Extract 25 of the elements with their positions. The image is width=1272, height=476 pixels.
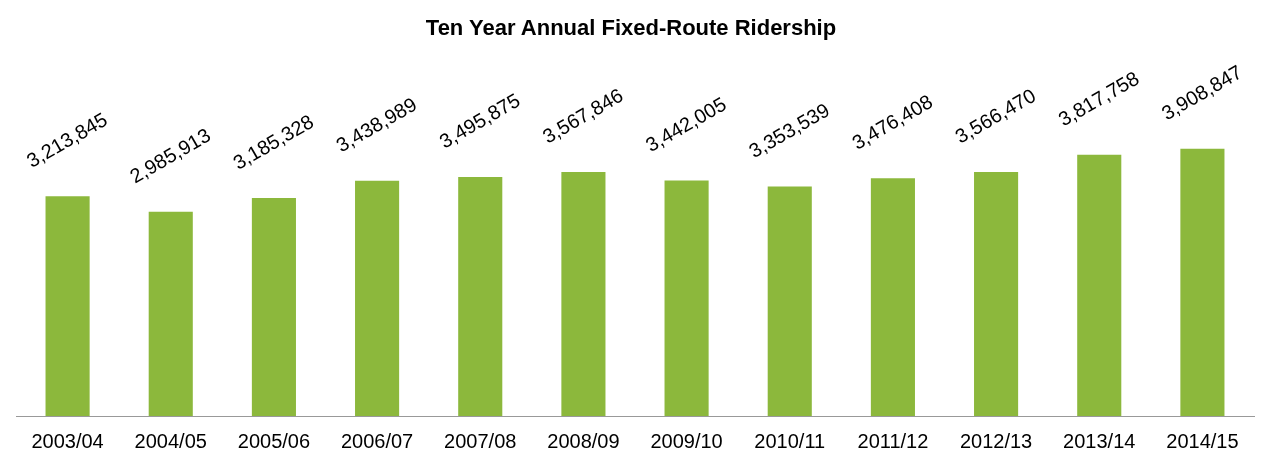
bar xyxy=(251,198,296,416)
bar xyxy=(664,180,709,416)
bar xyxy=(561,171,606,416)
x-tick-label: 2006/07 xyxy=(340,429,414,452)
bar xyxy=(148,211,193,416)
chart-title: Ten Year Annual Fixed-Route Ridership xyxy=(425,15,837,41)
x-tick-label: 2004/05 xyxy=(134,429,207,452)
x-tick-label: 2010/11 xyxy=(754,429,826,452)
x-tick-label: 2008/09 xyxy=(547,429,620,452)
bar xyxy=(974,172,1019,416)
bar xyxy=(767,186,812,416)
x-tick-label: 2003/04 xyxy=(31,429,104,452)
x-tick-label: 2005/06 xyxy=(237,429,311,452)
bar xyxy=(458,176,503,416)
x-tick-label: 2014/15 xyxy=(1166,429,1239,452)
x-tick-label: 2007/08 xyxy=(444,429,517,452)
bar xyxy=(1077,154,1122,416)
bar xyxy=(355,180,400,416)
bar xyxy=(1180,148,1225,416)
x-tick-label: 2009/10 xyxy=(650,429,723,452)
bar xyxy=(45,196,90,416)
x-tick-label: 2012/13 xyxy=(959,429,1033,452)
x-tick-label: 2011/12 xyxy=(857,429,929,452)
bar xyxy=(870,178,915,416)
x-tick-label: 2013/14 xyxy=(1063,429,1136,452)
